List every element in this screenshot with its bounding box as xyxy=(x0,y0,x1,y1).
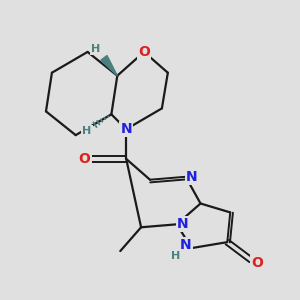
Text: O: O xyxy=(138,45,150,59)
Text: H: H xyxy=(171,250,180,260)
Text: N: N xyxy=(180,238,191,252)
Text: N: N xyxy=(120,122,132,136)
Text: H: H xyxy=(91,44,101,54)
Text: O: O xyxy=(79,152,91,166)
Polygon shape xyxy=(101,56,117,76)
Text: O: O xyxy=(251,256,263,270)
Text: N: N xyxy=(186,170,197,184)
Text: H: H xyxy=(82,126,91,136)
Text: N: N xyxy=(177,217,188,231)
